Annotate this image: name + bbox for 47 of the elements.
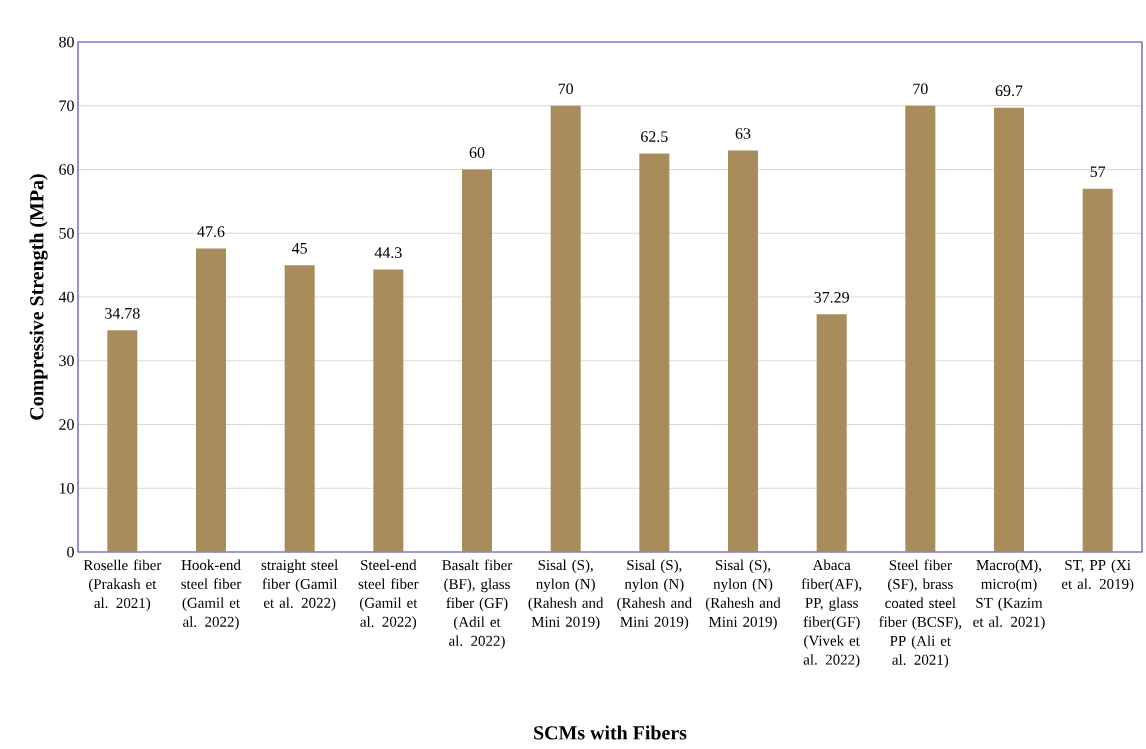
- x-tick-label: Sisal (S), nylon (N) (Rahesh and Mini 2019): [617, 559, 692, 630]
- x-tick-label: Abaca fiber(AF), PP, glass fiber(GF) (Vivek et al. 2022): [801, 559, 862, 668]
- data-label: 60: [469, 147, 485, 158]
- data-label: 47.6: [197, 226, 225, 238]
- y-tick-label: 60: [59, 164, 74, 175]
- x-tick-label: Steel-end steel fiber (Gamil et al. 2022): [358, 559, 419, 630]
- data-label: 70: [558, 83, 574, 95]
- data-label: 63: [735, 128, 751, 139]
- bar: [816, 314, 847, 552]
- bar: [373, 269, 404, 552]
- y-tick-label: 40: [58, 291, 74, 303]
- y-tick-label: 50: [59, 227, 74, 239]
- bar: [905, 105, 936, 552]
- x-tick-label: ST, PP (Xi et al. 2019): [1061, 559, 1134, 593]
- bar: [462, 169, 492, 552]
- bar: [196, 248, 226, 552]
- data-label: 45: [292, 242, 308, 254]
- y-tick-label: 10: [59, 482, 74, 494]
- x-tick-label: Basalt fiber (BF), glass fiber (GF) (Adil et al. 2022): [442, 559, 513, 649]
- bar: [550, 105, 581, 552]
- x-tick-label: Steel fiber (SF), brass coated steel fiber (BCSF), PP (Ali et al. 2021): [879, 559, 962, 668]
- bar: [284, 265, 315, 552]
- x-tick-label: Roselle fiber (Prakash et al. 2021): [83, 559, 162, 612]
- y-tick-label: 0: [67, 546, 74, 558]
- data-label: 37.29: [814, 291, 849, 303]
- bar: [728, 150, 758, 552]
- data-label: 34.78: [105, 307, 140, 319]
- data-label: 70: [913, 83, 928, 95]
- data-label: 57: [1090, 166, 1106, 178]
- y-tick-label: 20: [59, 419, 74, 430]
- x-tick-label: Sisal (S), nylon (N) (Rahesh and Mini 2019): [705, 559, 781, 630]
- data-label: 44.3: [374, 247, 402, 259]
- x-axis-title: SCMs with Fibers: [534, 725, 687, 740]
- data-label: 62.5: [641, 131, 668, 143]
- y-tick-label: 70: [59, 100, 74, 112]
- y-tick-label: 30: [59, 355, 74, 367]
- x-tick-label: Hook-end steel fiber (Gamil et al. 2022): [181, 559, 242, 630]
- y-axis-title: Compressive Strength (MPa): [29, 174, 48, 420]
- bar: [107, 330, 138, 552]
- x-tick-label: straight steel fiber (Gamil et al. 2022): [261, 559, 338, 611]
- bar: [639, 153, 670, 552]
- x-tick-label: Macro(M), micro(m) ST (Kazim et al. 2021): [973, 559, 1045, 630]
- bar: [994, 107, 1024, 552]
- x-tick-label: Sisal (S), nylon (N) (Rahesh and Mini 2019): [528, 559, 604, 630]
- data-label: 69.7: [995, 85, 1023, 97]
- bar: [1082, 188, 1113, 552]
- y-tick-label: 80: [59, 36, 74, 48]
